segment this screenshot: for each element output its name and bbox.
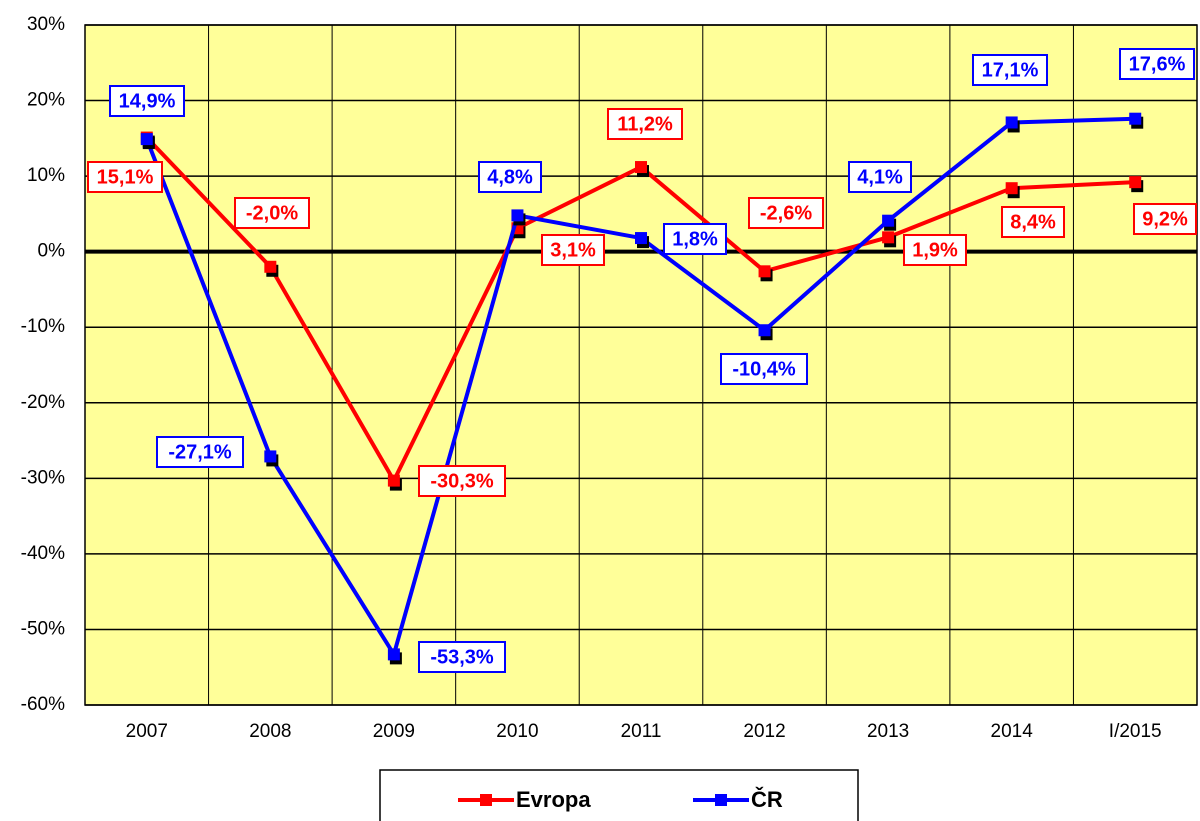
data-label: -10,4% (732, 358, 796, 380)
marker (635, 161, 647, 174)
y-tick-label: -10% (21, 316, 65, 337)
data-label-box (418, 465, 506, 497)
data-label: 9,2% (1142, 208, 1188, 230)
marker (264, 260, 277, 273)
marker (882, 231, 895, 244)
x-tick-label: 2013 (867, 721, 909, 742)
data-label: 15,1% (97, 166, 154, 188)
data-label: -30,3% (430, 470, 494, 492)
x-tick-label: 2014 (991, 721, 1034, 742)
legend-label: ČR (751, 787, 783, 812)
x-tick-label: 2007 (126, 721, 168, 742)
legend (379, 769, 859, 821)
y-tick-label: -30% (21, 467, 65, 488)
marker (140, 133, 153, 146)
marker (635, 232, 647, 245)
data-label: 11,2% (617, 113, 673, 135)
y-tick-label: -20% (21, 392, 65, 413)
data-label-box (1133, 203, 1197, 235)
data-label-box (234, 197, 310, 229)
data-label-box (87, 161, 163, 193)
data-label-box (418, 641, 506, 673)
marker (1129, 112, 1142, 125)
data-label-box (478, 161, 542, 193)
data-label: 17,6% (1129, 53, 1186, 75)
data-label: 3,1% (550, 239, 596, 261)
data-label: -2,0% (246, 202, 298, 224)
marker (758, 265, 771, 278)
legend-marker (715, 794, 727, 806)
y-tick-label: -50% (21, 618, 65, 639)
x-tick-label: 2011 (621, 721, 662, 742)
y-tick-label: 0% (38, 241, 66, 262)
marker (758, 324, 771, 337)
x-tick-label: 2008 (249, 721, 291, 742)
data-label: -2,6% (760, 202, 812, 224)
data-label-box (156, 436, 244, 468)
data-label-box (1119, 48, 1195, 80)
legend-label: Evropa (516, 787, 591, 812)
marker (1005, 116, 1018, 129)
data-label: 1,8% (672, 228, 718, 250)
marker (882, 214, 895, 227)
data-label: 4,1% (857, 166, 903, 188)
x-tick-label: I/2015 (1109, 721, 1162, 742)
data-label-box (541, 234, 605, 266)
data-label: -27,1% (168, 441, 232, 463)
y-tick-label: 10% (27, 165, 65, 186)
legend-marker (480, 794, 492, 806)
marker (387, 648, 400, 661)
y-tick-label: -40% (21, 543, 65, 564)
data-label-box (607, 108, 683, 140)
x-tick-label: 2010 (496, 721, 538, 742)
y-tick-label: -60% (21, 694, 65, 715)
x-tick-label: 2012 (743, 721, 785, 742)
data-label: 14,9% (119, 90, 176, 112)
marker (387, 474, 400, 487)
marker (1129, 176, 1142, 189)
data-label-box (109, 85, 185, 117)
data-label: -53,3% (430, 646, 494, 668)
data-label-box (848, 161, 912, 193)
data-label: 4,8% (487, 166, 533, 188)
y-tick-label: 30% (27, 14, 65, 35)
data-label-box (748, 197, 824, 229)
data-label-box (663, 223, 727, 255)
data-label-box (720, 353, 808, 385)
y-tick-label: 20% (27, 90, 65, 111)
marker (1005, 182, 1018, 195)
marker (511, 209, 524, 222)
data-label: 17,1% (982, 59, 1039, 81)
data-label-box (972, 54, 1048, 86)
data-label: 8,4% (1010, 211, 1056, 233)
marker (264, 450, 277, 463)
data-label: 1,9% (912, 239, 958, 261)
data-label-box (903, 234, 967, 266)
data-label-box (1001, 206, 1065, 238)
x-tick-label: 2009 (373, 721, 415, 742)
